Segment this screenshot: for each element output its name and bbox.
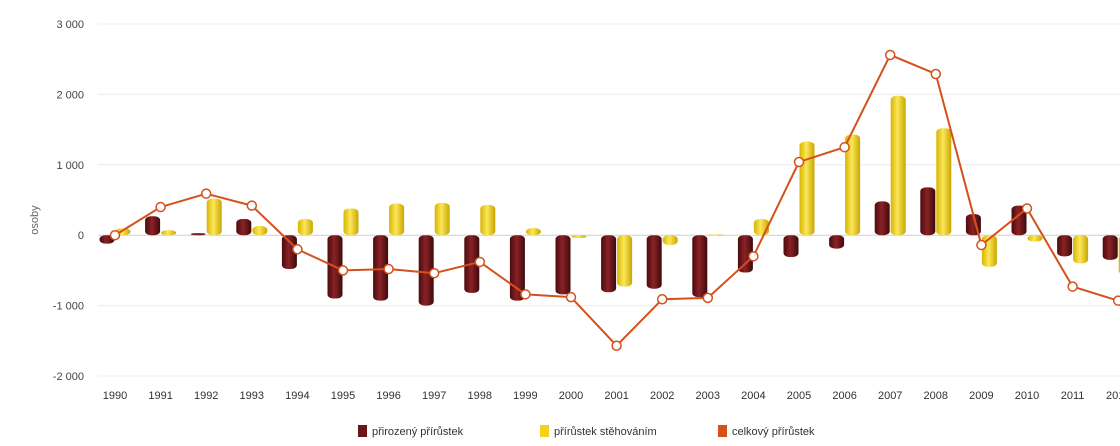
x-tick-label: 2007 — [878, 390, 902, 402]
legend-swatch — [540, 425, 549, 437]
total-increase-point — [1068, 282, 1077, 291]
bar-migration — [572, 235, 587, 238]
bar-migration — [435, 203, 450, 235]
bar-natural-increase — [875, 201, 890, 235]
bar-migration — [298, 219, 313, 235]
bar-migration — [161, 230, 176, 235]
x-tick-label: 1991 — [148, 390, 172, 402]
bar-migration — [344, 208, 359, 235]
bar-migration — [617, 235, 632, 286]
x-tick-label: 1993 — [240, 390, 264, 402]
x-tick-label: 2003 — [696, 390, 720, 402]
bar-natural-increase — [145, 216, 160, 235]
x-tick-label: 1998 — [468, 390, 492, 402]
y-tick-label: 1 000 — [56, 160, 84, 172]
x-axis-ticks: 1990 1991 1992 1993 1994 1995 1996 1997 1998 1999… — [103, 390, 1120, 402]
y-tick-label: -1 000 — [53, 301, 84, 313]
bar-natural-increase — [236, 219, 251, 235]
bar-natural-increase — [1103, 235, 1118, 260]
total-increase-point — [840, 143, 849, 152]
bar-migration — [480, 205, 495, 235]
x-tick-label: 1992 — [194, 390, 218, 402]
x-tick-label: 1996 — [376, 390, 400, 402]
total-increase-point — [886, 50, 895, 59]
y-tick-label: -2 000 — [53, 371, 84, 383]
bar-migration — [982, 235, 997, 267]
bar-migration — [663, 235, 678, 245]
bar-migration — [526, 228, 541, 235]
total-increase-point — [749, 252, 758, 261]
bar-migration — [936, 128, 951, 235]
bar-migration — [800, 142, 815, 236]
x-tick-label: 2006 — [832, 390, 856, 402]
bar-migration — [708, 234, 723, 235]
x-tick-label: 2004 — [741, 390, 765, 402]
x-tick-label: 2001 — [604, 390, 628, 402]
y-axis-label: osoby — [29, 205, 41, 235]
x-tick-label: 1990 — [103, 390, 127, 402]
total-increase-point — [339, 266, 348, 275]
x-tick-label: 1999 — [513, 390, 537, 402]
total-increase-point — [521, 290, 530, 299]
bar-natural-increase — [191, 233, 206, 235]
bar-natural-increase — [556, 235, 571, 294]
bar-migration — [1028, 235, 1043, 241]
total-increase-point — [1023, 204, 1032, 213]
total-increase-line — [115, 55, 1118, 346]
bar-natural-increase — [647, 235, 662, 289]
legend-label: přirozený přírůstek — [372, 426, 464, 438]
y-tick-label: 0 — [78, 230, 84, 242]
x-tick-label: 2010 — [1015, 390, 1039, 402]
bar-natural-increase — [784, 235, 799, 257]
x-tick-label: 2008 — [924, 390, 948, 402]
bar-migration — [891, 96, 906, 235]
total-increase-point — [795, 157, 804, 166]
legend-swatch — [718, 425, 727, 437]
x-tick-label: 1997 — [422, 390, 446, 402]
x-tick-label: 1994 — [285, 390, 309, 402]
y-tick-label: 3 000 — [56, 19, 84, 31]
bar-natural-increase — [692, 235, 707, 297]
legend-label: celkový přírůstek — [732, 426, 815, 438]
bar-migration — [207, 199, 222, 236]
x-tick-label: 2002 — [650, 390, 674, 402]
x-tick-label: 1995 — [331, 390, 355, 402]
total-increase-point — [612, 341, 621, 350]
x-tick-label: 2011 — [1061, 390, 1085, 402]
bar-natural-increase — [601, 235, 616, 292]
total-increase-point — [658, 295, 667, 304]
bar-natural-increase — [920, 187, 935, 235]
total-increase-point — [977, 241, 986, 250]
total-increase-point — [202, 189, 211, 198]
total-increase-point — [111, 231, 120, 240]
bar-migration — [252, 226, 267, 235]
total-increase-point — [247, 201, 256, 210]
total-increase-point — [931, 69, 940, 78]
x-tick-label: 2012 — [1106, 390, 1120, 402]
total-increase-point — [384, 264, 393, 273]
bar-natural-increase — [829, 235, 844, 248]
legend: přirozený přírůstek přírůstek stěhováním c… — [358, 425, 815, 438]
total-increase-point — [293, 245, 302, 254]
total-increase-point — [567, 293, 576, 302]
total-increase-point — [703, 293, 712, 302]
y-tick-label: 2 000 — [56, 89, 84, 101]
total-increase-point — [1114, 296, 1120, 305]
x-tick-label: 2005 — [787, 390, 811, 402]
bar-natural-increase — [1057, 235, 1072, 256]
x-tick-label: 2009 — [969, 390, 993, 402]
bar-migration — [1073, 235, 1088, 263]
y-axis-ticks: 3 000 2 000 1 000 0 -1 000 -2 000 — [53, 19, 84, 383]
legend-swatch — [358, 425, 367, 437]
x-tick-label: 2000 — [559, 390, 583, 402]
bar-migration — [389, 204, 404, 236]
total-increase-point — [475, 257, 484, 266]
legend-label: přírůstek stěhováním — [554, 426, 657, 438]
total-increase-point — [156, 203, 165, 212]
total-increase-point — [430, 269, 439, 278]
grid-lines — [98, 24, 1120, 376]
